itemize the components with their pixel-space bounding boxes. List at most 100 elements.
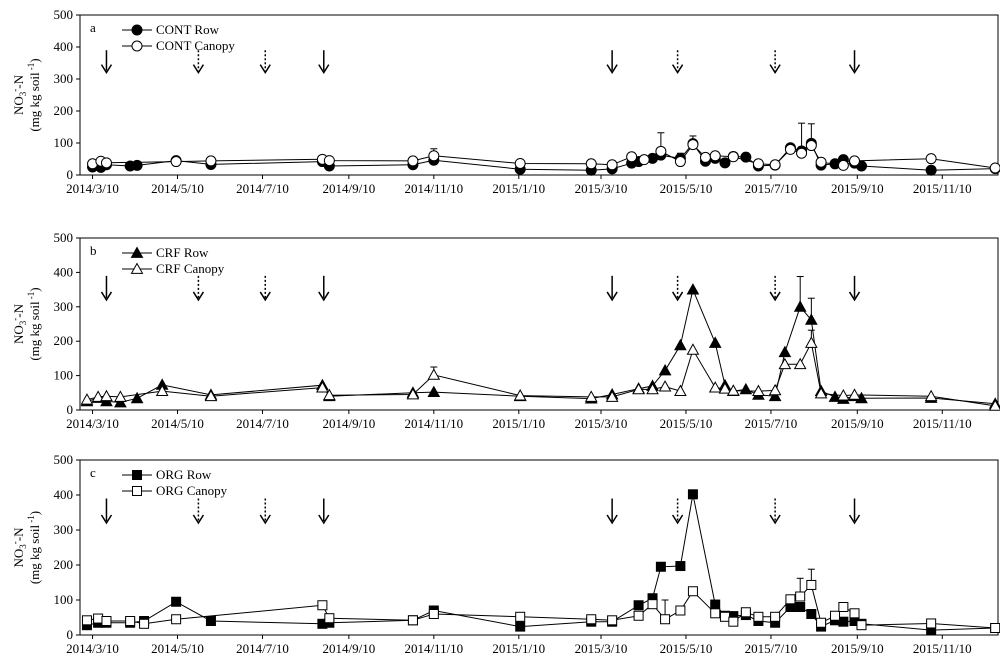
data-point <box>769 159 781 171</box>
data-point <box>752 158 764 170</box>
data-point <box>139 618 150 629</box>
data-point <box>170 156 182 168</box>
arrow-head <box>100 64 113 75</box>
data-point <box>710 599 721 610</box>
arrow-head <box>671 291 684 302</box>
arrow-head <box>100 514 113 525</box>
x-tick-label: 2015/7/10 <box>745 641 798 656</box>
data-point <box>838 602 849 612</box>
x-tick-label: 2014/11/10 <box>404 181 463 196</box>
data-point <box>793 357 807 370</box>
data-point <box>795 602 806 612</box>
data-point <box>674 156 686 168</box>
data-point <box>728 616 739 627</box>
data-point <box>114 390 127 402</box>
panel-letter: c <box>90 465 96 480</box>
data-point <box>655 145 667 157</box>
legend-marker <box>130 262 144 274</box>
x-tick-label: 2015/7/10 <box>745 181 798 196</box>
y-axis-label-line1: NO3--N <box>10 74 28 115</box>
data-point <box>726 384 740 396</box>
x-tick-label: 2015/3/10 <box>575 416 628 431</box>
y-tick-label: 0 <box>67 167 74 182</box>
arrow-head <box>606 514 618 525</box>
arrow-head <box>100 291 113 302</box>
data-point <box>633 610 644 621</box>
data-point <box>93 613 104 624</box>
y-tick-label: 200 <box>54 103 74 118</box>
data-point <box>699 151 711 163</box>
legend-entry: ORG Row <box>122 467 212 482</box>
data-point <box>638 154 650 166</box>
data-point <box>816 617 827 628</box>
data-point <box>101 616 112 626</box>
data-point <box>687 489 698 500</box>
x-tick-label: 2015/11/10 <box>913 641 972 656</box>
legend-marker <box>132 470 142 480</box>
x-tick-label: 2015/1/10 <box>492 181 545 196</box>
data-point <box>81 615 92 626</box>
x-tick-label: 2014/9/10 <box>322 641 375 656</box>
data-point <box>80 393 94 405</box>
x-tick-label: 2014/11/10 <box>404 416 463 431</box>
data-point <box>428 609 439 619</box>
x-tick-label: 2015/1/10 <box>492 641 545 656</box>
data-point <box>739 382 753 395</box>
data-point <box>805 140 817 152</box>
data-point <box>317 600 328 611</box>
data-point <box>515 611 526 622</box>
data-point <box>718 382 732 394</box>
data-point <box>837 389 850 401</box>
data-point <box>719 157 731 169</box>
x-tick-label: 2015/1/10 <box>492 416 545 431</box>
x-tick-label: 2014/9/10 <box>322 181 375 196</box>
legend-marker <box>132 486 142 496</box>
arrow-head <box>318 64 330 75</box>
arrow-head <box>192 64 205 75</box>
arrow-head <box>671 64 684 75</box>
y-tick-label: 0 <box>67 627 74 642</box>
data-point <box>686 343 700 355</box>
x-tick-label: 2015/5/10 <box>660 641 713 656</box>
data-point <box>806 609 817 619</box>
x-tick-label: 2015/3/10 <box>575 181 628 196</box>
data-point <box>838 616 849 627</box>
data-point <box>91 390 105 402</box>
y-tick-label: 100 <box>54 368 74 383</box>
arrow-head <box>318 291 330 302</box>
data-point <box>114 395 127 408</box>
data-point <box>990 623 1000 633</box>
legend-marker <box>131 40 143 52</box>
data-point <box>514 157 526 169</box>
y-tick-label: 100 <box>54 135 74 150</box>
arrow-head <box>606 64 618 75</box>
data-point <box>633 600 644 611</box>
data-point <box>778 345 792 358</box>
data-point <box>675 561 686 572</box>
y-tick-label: 300 <box>54 71 74 86</box>
y-axis-label-line2: (mg kg soil -1) <box>26 58 42 131</box>
data-point <box>925 153 937 165</box>
data-point <box>205 155 217 167</box>
arrow-head <box>769 291 781 302</box>
data-point <box>752 384 765 396</box>
y-tick-label: 400 <box>54 39 74 54</box>
data-point <box>323 155 335 167</box>
legend-entry: ORG Canopy <box>122 483 228 498</box>
data-point <box>586 614 597 625</box>
series-line <box>86 287 996 405</box>
data-point <box>727 151 739 163</box>
x-tick-label: 2014/5/10 <box>151 181 204 196</box>
y-axis-label-line1: NO3--N <box>10 527 28 568</box>
data-point <box>830 610 841 621</box>
data-point <box>989 162 1000 174</box>
y-tick-label: 500 <box>54 452 74 467</box>
data-point <box>100 157 112 169</box>
data-point <box>660 614 671 625</box>
data-point <box>686 283 700 295</box>
data-point <box>988 399 1000 411</box>
x-tick-label: 2014/3/10 <box>66 181 119 196</box>
data-point <box>606 159 618 171</box>
arrow-head <box>606 291 618 302</box>
